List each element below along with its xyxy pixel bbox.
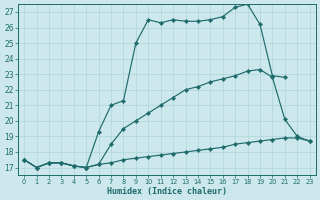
X-axis label: Humidex (Indice chaleur): Humidex (Indice chaleur)	[107, 187, 227, 196]
